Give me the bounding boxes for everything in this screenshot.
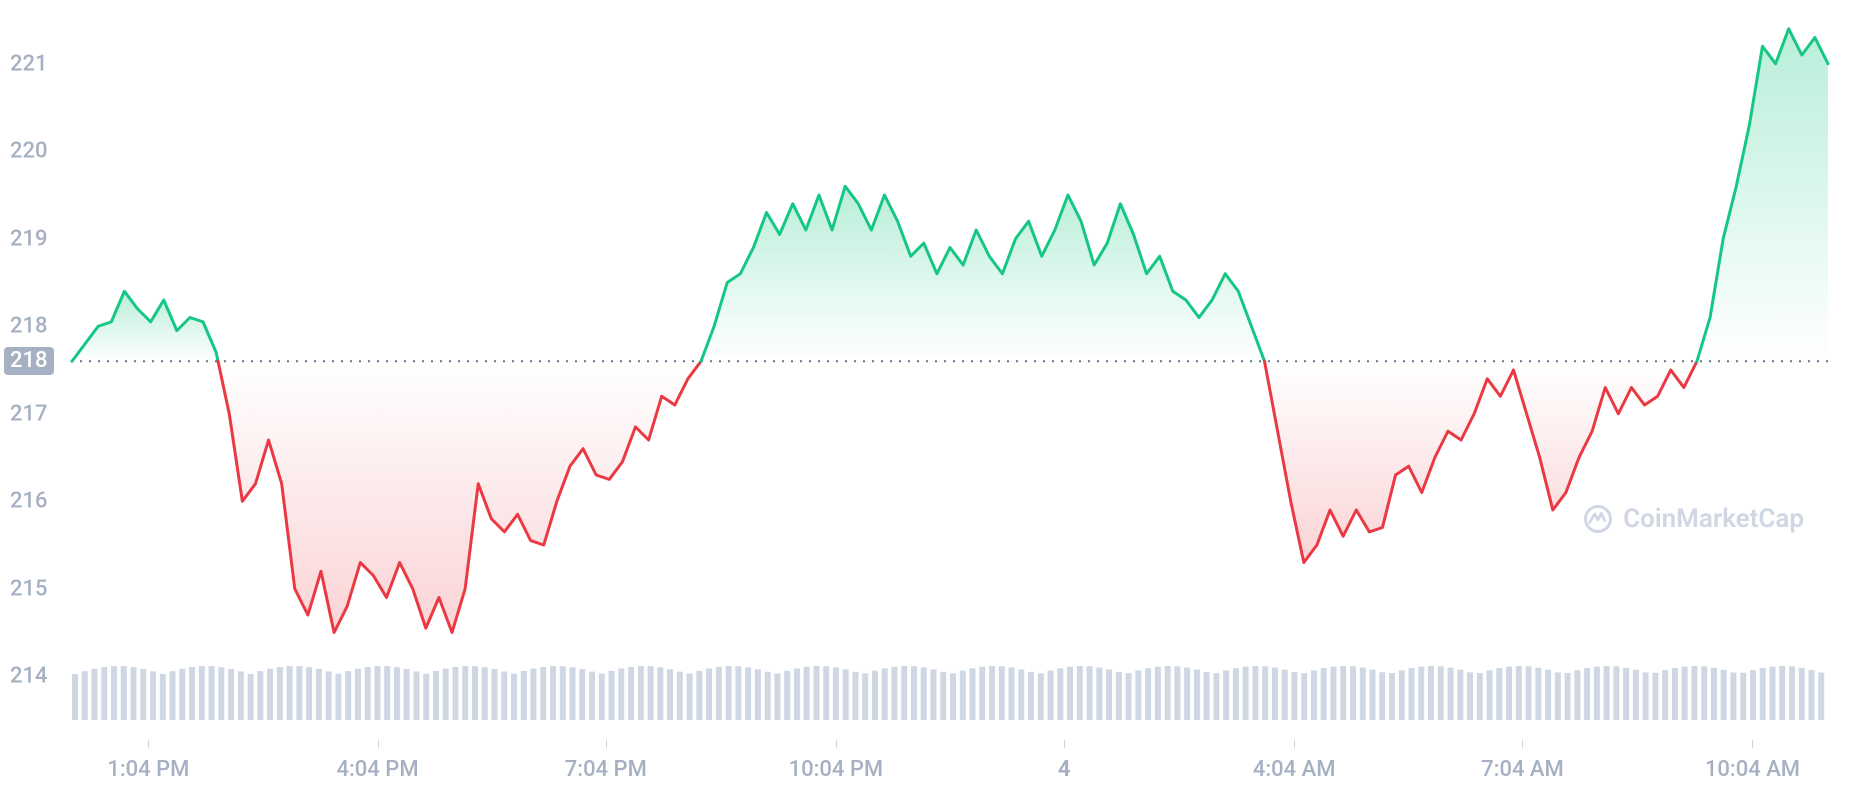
x-axis-label: 10:04 AM — [1705, 757, 1800, 782]
x-axis-tick — [1064, 740, 1065, 748]
x-axis-label: 10:04 PM — [789, 757, 884, 782]
y-axis-label: 217 — [10, 401, 48, 426]
y-axis-label: 214 — [10, 664, 48, 689]
y-axis-label: 216 — [10, 489, 48, 514]
x-axis-label: 4 — [1058, 757, 1071, 782]
x-axis-label: 7:04 PM — [565, 757, 647, 782]
area-fill-up — [1697, 29, 1828, 362]
x-axis-tick — [606, 740, 607, 748]
x-axis-tick — [378, 740, 379, 748]
baseline-badge: 218 — [4, 347, 54, 375]
chart-svg — [0, 0, 1858, 800]
x-axis-label: 4:04 PM — [337, 757, 419, 782]
x-axis-tick — [836, 740, 837, 748]
price-chart: CoinMarketCap 214 215 216 217 218 219 220 221 21… — [0, 0, 1858, 800]
area-fill-down — [218, 361, 701, 632]
coinmarketcap-icon — [1583, 504, 1613, 534]
y-axis-label: 215 — [10, 576, 48, 601]
x-axis-tick — [1752, 740, 1753, 748]
watermark-text: CoinMarketCap — [1623, 504, 1804, 534]
y-axis-label: 220 — [10, 139, 48, 164]
y-axis-label: 218 — [10, 314, 48, 339]
x-axis-tick — [1522, 740, 1523, 748]
watermark: CoinMarketCap — [1583, 504, 1804, 534]
y-axis-label: 221 — [10, 51, 48, 76]
volume-bars — [72, 666, 1824, 720]
x-axis-label: 7:04 AM — [1481, 757, 1564, 782]
area-fill-up — [72, 291, 218, 361]
x-axis-tick — [1294, 740, 1295, 748]
x-axis-label: 1:04 PM — [107, 757, 189, 782]
y-axis-label: 219 — [10, 226, 48, 251]
x-axis-tick — [148, 740, 149, 748]
x-axis-label: 4:04 AM — [1253, 757, 1336, 782]
area-fill-up — [701, 186, 1264, 361]
